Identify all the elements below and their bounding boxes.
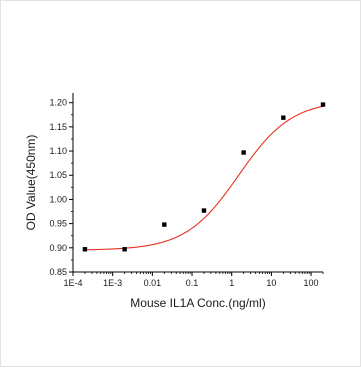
x-tick-label-6: 100 [304,278,319,288]
y-tick-label-5: 1.10 [49,146,67,156]
x-axis-ticks: 1E-4 1E-3 0.01 0.1 1 10 100 [63,272,324,288]
y-tick-label-7: 1.20 [49,98,67,108]
y-tick-label-0: 0.85 [49,267,67,277]
data-point-2 [162,222,167,227]
data-point-1 [122,247,127,252]
x-tick-label-2: 0.01 [144,278,162,288]
data-points [82,102,326,252]
y-tick-label-1: 0.90 [49,243,67,253]
axes [72,93,323,273]
x-tick-label-4: 1 [229,278,234,288]
data-point-3 [201,208,207,213]
y-axis-title: OD Value(450nm) [24,135,38,231]
y-tick-label-3: 1.00 [49,194,67,204]
data-point-6 [320,102,326,107]
x-tick-label-0: 1E-4 [63,278,82,288]
x-tick-label-1: 1E-3 [103,278,122,288]
y-tick-label-2: 0.95 [49,219,67,229]
data-point-4 [241,150,246,155]
data-point-5 [281,115,286,120]
data-point-0 [82,247,88,252]
y-tick-label-4: 1.05 [49,170,67,180]
y-axis-ticks: 0.85 0.90 0.95 1.00 1.05 1.10 1.15 1.20 [49,98,73,277]
y-tick-label-6: 1.15 [49,122,67,132]
x-tick-label-5: 10 [266,278,276,288]
x-axis-title: Mouse IL1A Conc.(ng/ml) [130,296,265,310]
x-tick-label-3: 0.1 [186,278,199,288]
fit-curve [84,105,324,251]
